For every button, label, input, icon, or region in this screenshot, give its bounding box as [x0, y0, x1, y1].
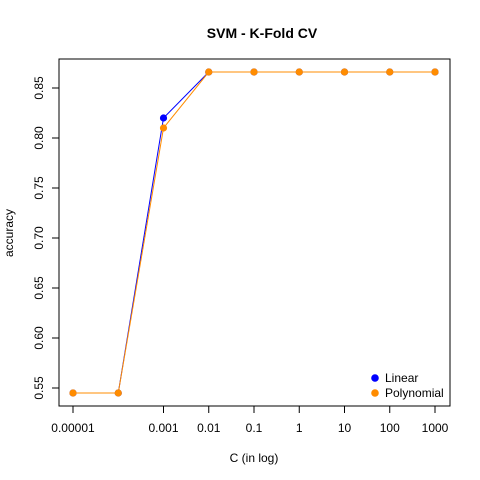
- legend-label: Polynomial: [385, 386, 444, 400]
- data-point: [205, 68, 213, 76]
- y-tick-label: 0.65: [32, 276, 46, 300]
- series-polynomial: [69, 68, 439, 397]
- x-tick-label: 1: [296, 421, 303, 435]
- y-tick-label: 0.80: [32, 126, 46, 150]
- legend-swatch: [371, 389, 379, 397]
- y-tick-label: 0.60: [32, 326, 46, 350]
- x-tick-label: 0.001: [148, 421, 178, 435]
- x-tick-label: 0.1: [246, 421, 263, 435]
- chart-title: SVM - K-Fold CV: [207, 25, 318, 41]
- data-point: [431, 68, 439, 76]
- data-point: [159, 114, 168, 122]
- data-point: [386, 68, 394, 76]
- y-axis: 0.55 0.60 0.65 0.70 0.75 0.80 0.85: [32, 76, 60, 400]
- y-tick-label: 0.75: [32, 176, 46, 200]
- data-point: [250, 68, 258, 76]
- x-tick-label: 10: [338, 421, 352, 435]
- y-tick-label: 0.85: [32, 76, 46, 100]
- data-point: [340, 68, 349, 76]
- y-tick-label: 0.55: [32, 376, 46, 400]
- x-tick-label: 0.01: [197, 421, 221, 435]
- legend-swatch: [371, 374, 379, 382]
- y-tick-label: 0.70: [32, 226, 46, 250]
- data-point: [69, 389, 77, 397]
- data-point: [159, 124, 168, 132]
- x-tick-label: 100: [380, 421, 400, 435]
- data-point: [295, 68, 303, 76]
- x-tick-label: 0.00001: [51, 421, 95, 435]
- series-layer: [69, 68, 439, 397]
- x-axis-title: C (in log): [230, 451, 279, 465]
- data-point: [114, 389, 122, 397]
- x-axis: 0.00001 0.001 0.01 0.1 1 10 100 1000: [51, 405, 449, 435]
- x-tick-label: 1000: [422, 421, 449, 435]
- y-axis-title: accuracy: [2, 209, 16, 257]
- legend-label: Linear: [385, 371, 418, 385]
